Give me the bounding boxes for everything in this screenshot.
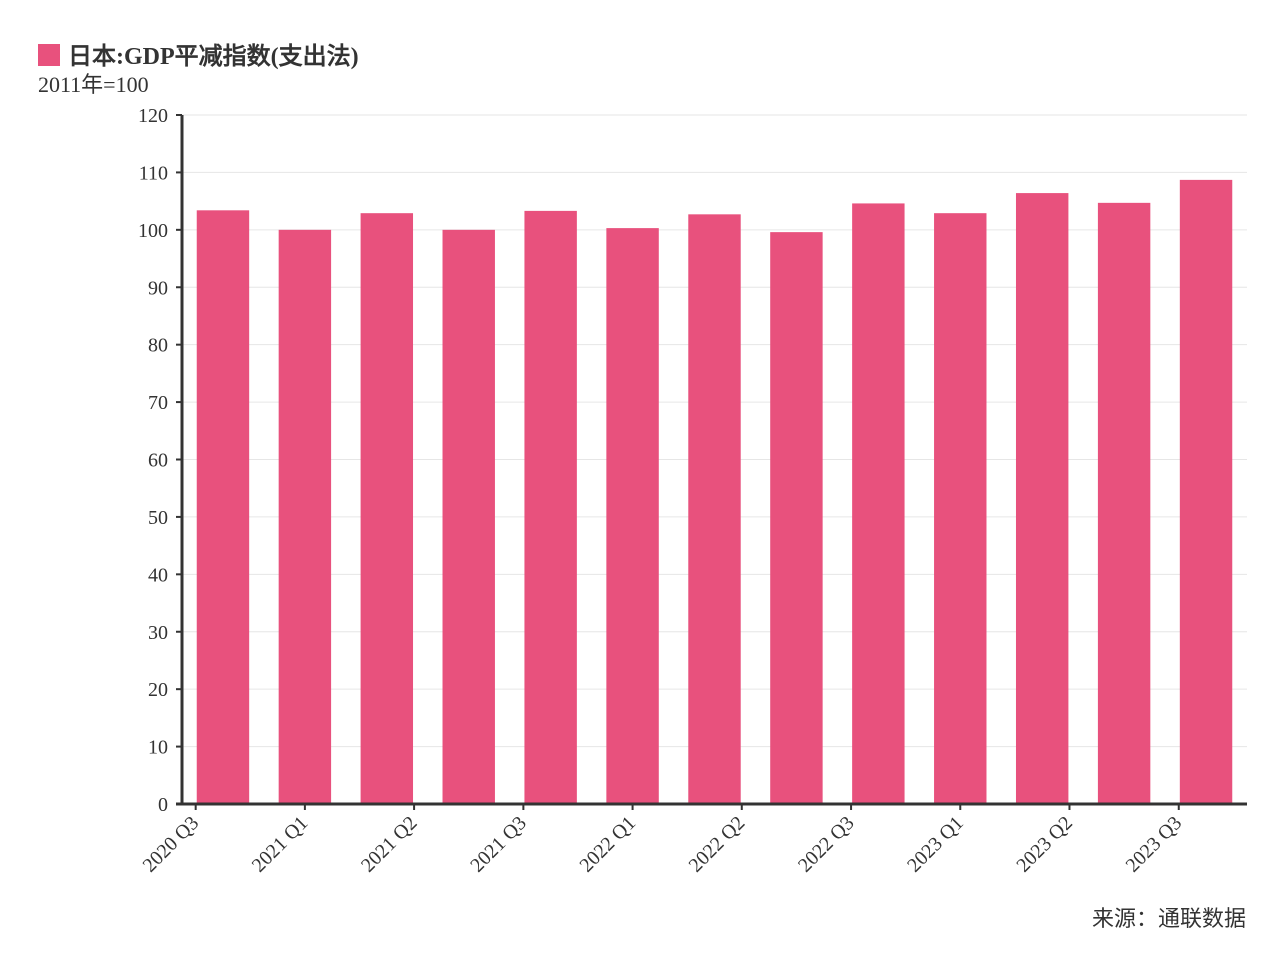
x-tick-label: 2022 Q1	[575, 812, 640, 877]
y-tick-label: 40	[148, 564, 168, 586]
y-tick-label: 120	[138, 105, 168, 127]
bar	[934, 213, 987, 804]
y-tick-label: 10	[148, 737, 168, 759]
x-tick-label: 2023 Q3	[1122, 812, 1187, 877]
y-tick-label: 110	[139, 162, 168, 184]
bar	[770, 232, 823, 804]
x-tick-label: 2020 Q3	[139, 812, 204, 877]
x-tick-label: 2023 Q1	[903, 812, 968, 877]
y-tick-label: 50	[148, 507, 168, 529]
bar	[442, 229, 495, 805]
bar	[852, 203, 905, 805]
bar	[606, 228, 659, 804]
chart-title: 日本:GDP平减指数(支出法)	[68, 43, 359, 70]
bar	[1015, 193, 1069, 804]
x-tick-label: 2021 Q1	[248, 812, 313, 877]
y-tick-label: 90	[148, 277, 168, 299]
subtitle: 2011年=100	[38, 72, 149, 97]
source: 来源：通联数据	[1092, 907, 1246, 932]
bar	[196, 210, 250, 805]
y-tick-label: 20	[148, 679, 168, 701]
y-tick-label: 100	[138, 220, 168, 242]
y-tick-label: 80	[148, 335, 168, 357]
x-tick-label: 2022 Q3	[794, 812, 859, 877]
bar	[1097, 202, 1151, 804]
y-tick-label: 30	[148, 622, 168, 644]
legend-swatch	[38, 44, 60, 66]
bar	[278, 229, 332, 805]
bar	[360, 213, 414, 804]
y-tick-label: 0	[158, 794, 168, 816]
y-tick-label: 60	[148, 450, 168, 472]
x-tick-label: 2021 Q3	[466, 812, 531, 877]
x-tick-label: 2022 Q2	[685, 812, 750, 877]
x-tick-label: 2023 Q2	[1012, 812, 1077, 877]
y-tick-label: 70	[148, 392, 168, 414]
bar	[688, 214, 741, 805]
bar	[1179, 179, 1233, 804]
x-tick-label: 2021 Q2	[357, 812, 422, 877]
bar	[524, 210, 577, 804]
